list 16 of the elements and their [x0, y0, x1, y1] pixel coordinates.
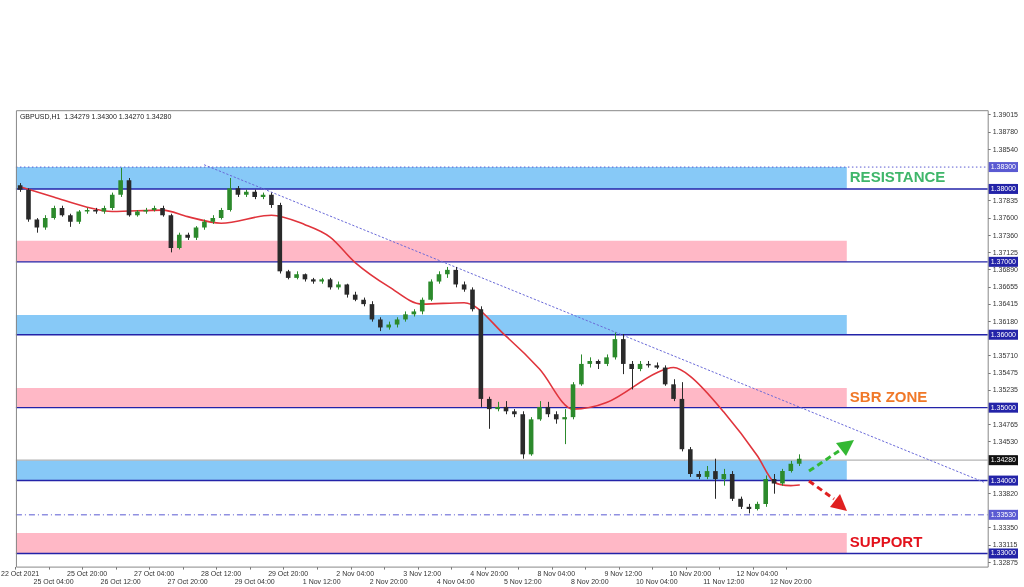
- candlestick: [428, 278, 433, 302]
- candlestick: [227, 177, 232, 213]
- candlestick: [713, 458, 718, 500]
- candlestick: [671, 378, 676, 402]
- candlestick: [579, 353, 584, 387]
- band-label: RESISTANCE: [849, 168, 946, 186]
- line-series: [19, 185, 801, 487]
- band-label: SUPPORT: [849, 533, 923, 551]
- candlestick: [470, 286, 475, 312]
- candlestick: [118, 167, 123, 198]
- band-label: SBR ZONE: [849, 387, 928, 405]
- candlestick: [486, 396, 492, 430]
- candlestick: [562, 408, 567, 445]
- candlestick: [629, 360, 634, 390]
- candlestick: [453, 266, 459, 288]
- candlestick: [537, 400, 542, 422]
